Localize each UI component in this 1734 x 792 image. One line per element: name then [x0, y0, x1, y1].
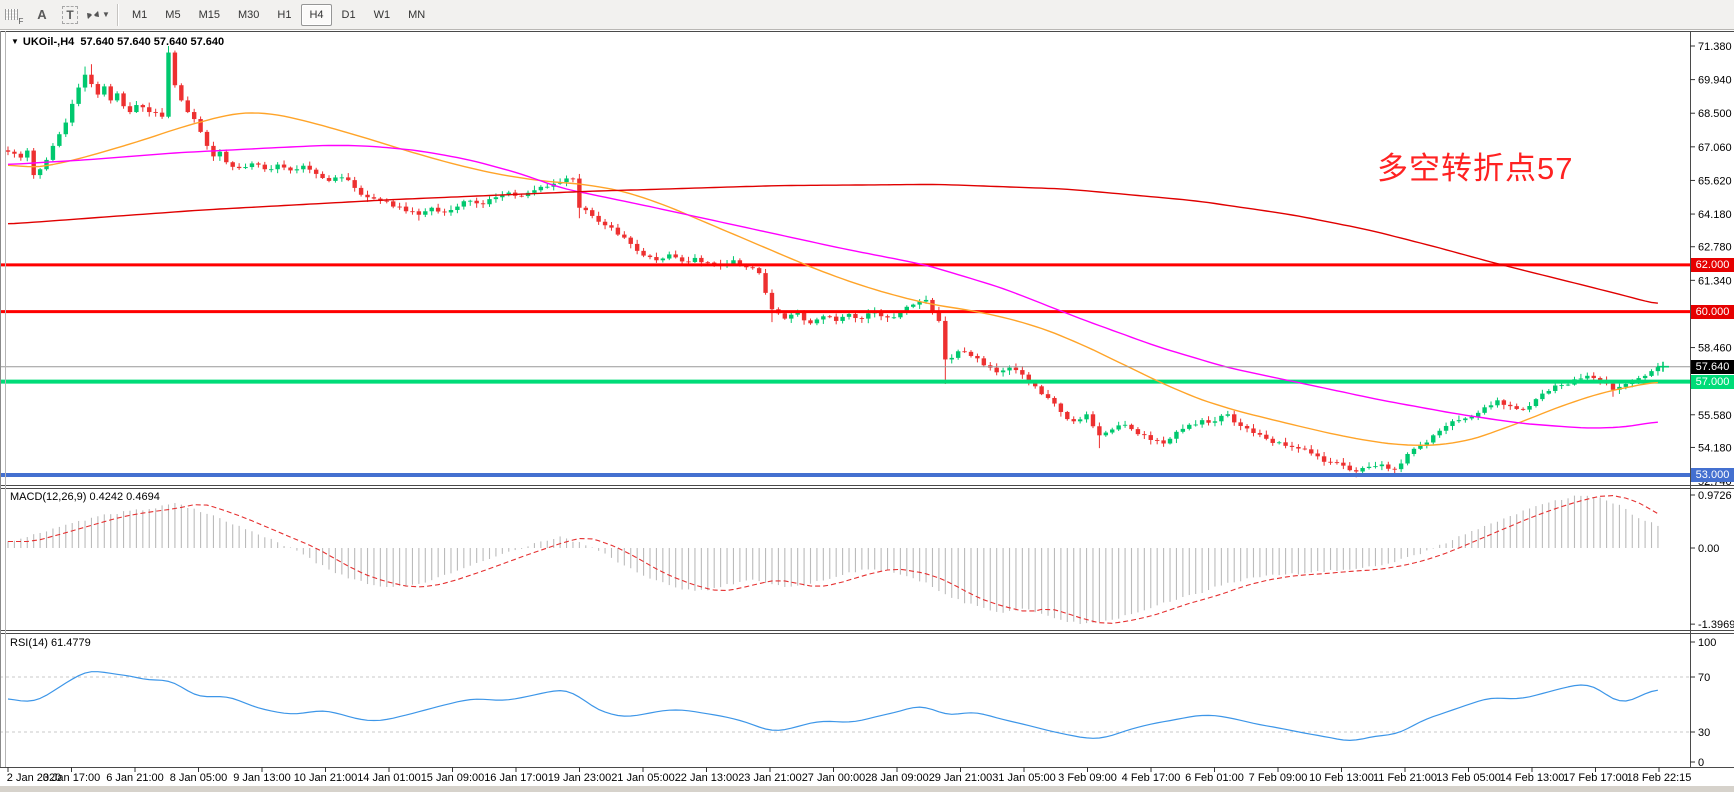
price-tick-label: 69.940 [1698, 75, 1732, 87]
main-toolbar: F A T ▼ M1 M5 M15 M30 H1 H4 D1 W1 MN [0, 0, 1734, 30]
arrows-tool-icon[interactable]: ▼ [85, 3, 111, 27]
time-tick-label: 2 Jan 2020 [7, 772, 61, 784]
macd-label: MACD(12,26,9) [10, 491, 87, 503]
chart-symbol-label: UKOil-,H4 [22, 36, 75, 48]
ma-fast-orange [7, 112, 1658, 446]
ma-mid-magenta [7, 144, 1658, 429]
timeframe-button-m15[interactable]: M15 [198, 8, 220, 21]
timeframe-button-m30[interactable]: M30 [237, 8, 260, 21]
price-tick-label: 55.580 [1698, 410, 1732, 422]
text-label-icon[interactable]: A [37, 7, 47, 22]
time-tick-label: 3 Jan 17:00 [43, 772, 101, 784]
time-tick-label: 10 Jan 21:00 [294, 772, 358, 784]
dropdown-caret-icon: ▼ [102, 10, 110, 19]
macd-values: 0.4242 0.4694 [89, 491, 160, 503]
timeframe-button-m5[interactable]: M5 [165, 8, 181, 21]
time-tick-label: 14 Jan 01:00 [357, 772, 421, 784]
last-tick-marker-icon [1657, 361, 1669, 372]
macd-scale-label: 0.9726 [1698, 490, 1732, 502]
time-tick-label: 3 Feb 09:00 [1058, 772, 1117, 784]
diagonal-arrows-icon [87, 10, 100, 19]
rsi-scale-label: 70 [1698, 672, 1710, 684]
chart-annotation-text[interactable]: 多空转折点57 [1377, 151, 1574, 186]
timeframe-button-h4[interactable]: H4 [301, 3, 332, 26]
price-badge-62000: 62.000 [1691, 257, 1734, 272]
chart-title: ▼ UKOil-,H4 57.640 57.640 57.640 57.640 [11, 36, 224, 48]
time-tick-label: 17 Feb 17:00 [1563, 772, 1628, 784]
rsi-line [7, 671, 1659, 741]
rsi-scale-label: 0 [1698, 757, 1704, 769]
time-tick-label: 29 Jan 21:00 [929, 772, 993, 784]
price-badge-current: 57.640 [1691, 359, 1734, 374]
time-tick-label: 27 Jan 00:00 [802, 772, 866, 784]
toolbar-separator [117, 3, 118, 26]
time-tick-label: 23 Jan 21:00 [738, 772, 802, 784]
price-tick-label: 71.380 [1698, 41, 1732, 53]
timeframe-button-mn[interactable]: MN [408, 8, 426, 21]
timeframe-group: M1 M5 M15 M30 H1 H4 D1 W1 MN [123, 3, 434, 26]
ma-slow-red [7, 183, 1658, 304]
dotted-grid-f-icon[interactable]: F [1, 3, 27, 27]
time-tick-label: 31 Jan 05:00 [992, 772, 1056, 784]
time-tick-label: 19 Jan 23:00 [548, 772, 612, 784]
time-tick-label: 6 Jan 21:00 [106, 772, 164, 784]
time-tick-label: 9 Jan 13:00 [233, 772, 291, 784]
macd-panel[interactable] [7, 495, 1659, 625]
panel-borders [0, 31, 1734, 792]
text-tool-icon[interactable]: T [57, 3, 83, 27]
time-tick-label: 22 Jan 13:00 [675, 772, 739, 784]
macd-scale-label: 0.00 [1698, 543, 1719, 555]
price-badge-57000: 57.000 [1691, 374, 1734, 389]
main-price-panel[interactable] [0, 46, 1690, 478]
grid-f-label: F [18, 16, 24, 26]
time-tick-label: 21 Jan 05:00 [611, 772, 675, 784]
price-badge-53000: 53.000 [1691, 467, 1734, 482]
price-tick-label: 62.780 [1698, 242, 1732, 254]
time-tick-label: 7 Feb 09:00 [1249, 772, 1308, 784]
timeframe-button-d1[interactable]: D1 [341, 8, 356, 21]
rsi-scale-label: 30 [1698, 727, 1710, 739]
rsi-indicator-label: RSI(14) 61.4779 [10, 637, 91, 649]
macd-scale-label: -1.3969 [1698, 619, 1734, 631]
chart-quote-values: 57.640 57.640 57.640 57.640 [80, 36, 225, 48]
time-tick-label: 16 Jan 17:00 [484, 772, 548, 784]
macd-indicator-label: MACD(12,26,9) 0.4242 0.4694 [10, 491, 160, 503]
time-tick-label: 15 Jan 09:00 [421, 772, 485, 784]
timeframe-button-m1[interactable]: M1 [132, 8, 148, 21]
timeframe-button-h1[interactable]: H1 [277, 8, 292, 21]
price-badge-60000: 60.000 [1691, 304, 1734, 319]
time-tick-label: 14 Feb 13:00 [1500, 772, 1565, 784]
time-tick-label: 11 Feb 21:00 [1373, 772, 1437, 784]
price-tick-label: 61.340 [1698, 275, 1732, 287]
price-tick-label: 54.180 [1698, 442, 1732, 454]
time-tick-label: 10 Feb 13:00 [1309, 772, 1374, 784]
time-tick-label: 4 Feb 17:00 [1122, 772, 1181, 784]
time-tick-label: 8 Jan 05:00 [170, 772, 228, 784]
time-tick-label: 6 Feb 01:00 [1185, 772, 1244, 784]
rsi-label: RSI(14) [10, 637, 48, 649]
rsi-value: 61.4779 [50, 637, 91, 649]
time-tick-label: 28 Jan 09:00 [865, 772, 929, 784]
rsi-panel[interactable] [0, 671, 1690, 741]
candlestick-series [5, 46, 1661, 478]
time-tick-label: 18 Feb 22:15 [1627, 772, 1692, 784]
price-tick-label: 65.620 [1698, 175, 1732, 187]
time-tick-label: 13 Feb 05:00 [1436, 772, 1501, 784]
timeframe-button-w1[interactable]: W1 [373, 8, 391, 21]
rsi-scale-label: 100 [1698, 637, 1716, 649]
macd-signal-line [8, 495, 1659, 624]
price-tick-label: 64.180 [1698, 209, 1732, 221]
chevron-down-icon: ▼ [11, 37, 19, 46]
price-tick-label: 58.460 [1698, 343, 1732, 355]
price-tick-label: 68.500 [1698, 108, 1732, 120]
price-tick-label: 67.060 [1698, 142, 1732, 154]
price-axis[interactable]: 71.380 69.940 68.500 67.060 65.620 64.180 62.7… [1690, 41, 1734, 769]
grid-dots-icon [4, 9, 18, 20]
